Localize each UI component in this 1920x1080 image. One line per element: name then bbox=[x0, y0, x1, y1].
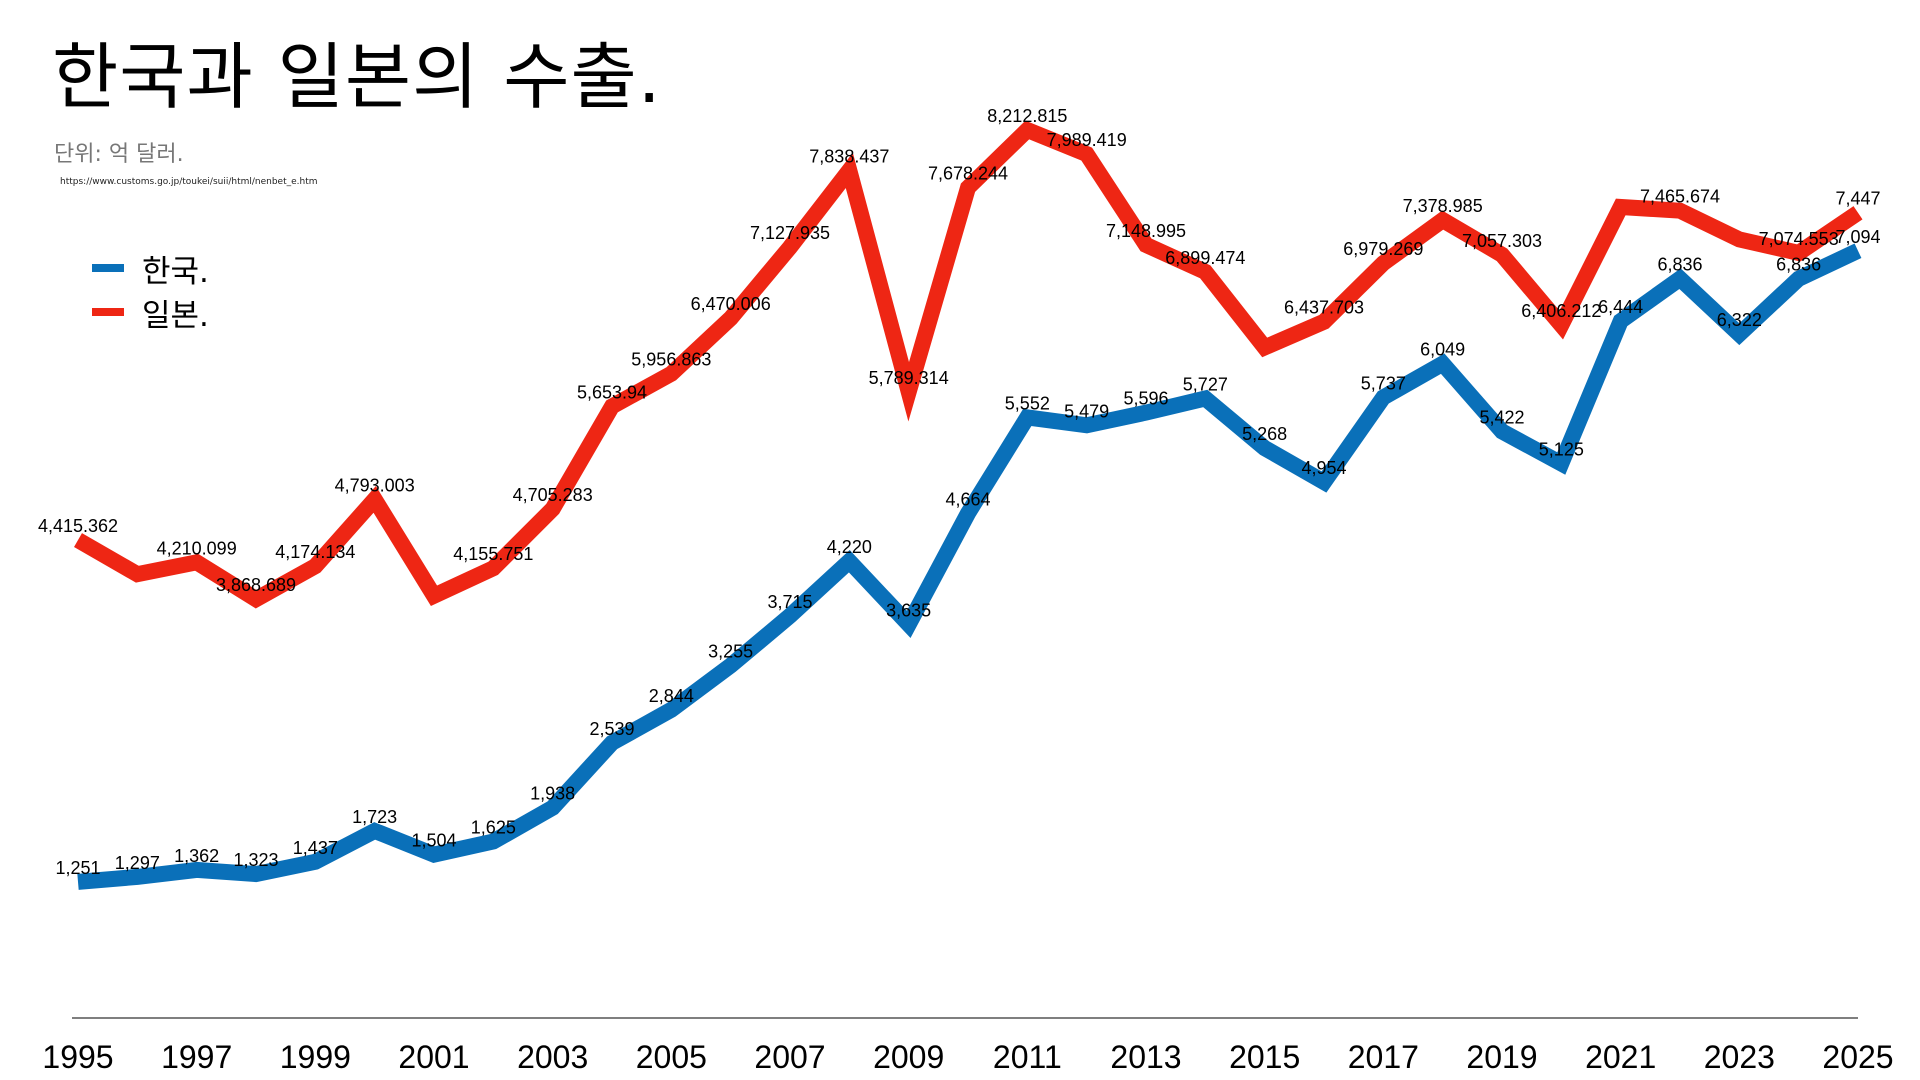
legend-swatch-japan bbox=[92, 308, 124, 316]
data-label-korea-2021: 6,444 bbox=[1598, 297, 1643, 317]
data-label-japan-2006: 6,470.006 bbox=[691, 294, 771, 314]
data-label-korea-2007: 3,715 bbox=[767, 592, 812, 612]
data-label-korea-2010: 4,664 bbox=[945, 489, 990, 509]
data-label-korea-1998: 1,323 bbox=[233, 850, 278, 870]
x-tick-label-2003: 2003 bbox=[517, 1039, 588, 1075]
x-tick-label-1997: 1997 bbox=[161, 1039, 232, 1075]
x-tick-label-2001: 2001 bbox=[398, 1039, 469, 1075]
data-label-japan-2009: 5,789.314 bbox=[869, 368, 949, 388]
data-label-korea-2004: 2,539 bbox=[589, 719, 634, 739]
x-tick-label-2023: 2023 bbox=[1704, 1039, 1775, 1075]
legend: 한국. 일본. bbox=[92, 246, 209, 334]
data-label-japan-2011: 8,212.815 bbox=[987, 106, 1067, 126]
legend-item-korea: 한국. bbox=[92, 246, 209, 290]
data-label-korea-2025: 7,094 bbox=[1835, 227, 1880, 247]
data-label-korea-2012: 5,479 bbox=[1064, 401, 1109, 421]
data-label-korea-2016: 4,954 bbox=[1301, 458, 1346, 478]
x-tick-label-1999: 1999 bbox=[280, 1039, 351, 1075]
data-label-korea-1999: 1,437 bbox=[293, 838, 338, 858]
data-label-korea-2014: 5,727 bbox=[1183, 374, 1228, 394]
data-label-korea-2022: 6,836 bbox=[1657, 255, 1702, 275]
x-tick-label-2015: 2015 bbox=[1229, 1039, 1300, 1075]
x-tick-label-1995: 1995 bbox=[42, 1039, 113, 1075]
data-label-japan-2019: 7,057.303 bbox=[1462, 231, 1542, 251]
data-label-japan-2013: 7,148.995 bbox=[1106, 221, 1186, 241]
x-tick-label-2021: 2021 bbox=[1585, 1039, 1656, 1075]
data-label-korea-2005: 2,844 bbox=[649, 686, 694, 706]
x-tick-label-2025: 2025 bbox=[1822, 1039, 1893, 1075]
data-label-japan-2002: 4,155.751 bbox=[453, 544, 533, 564]
legend-item-japan: 일본. bbox=[92, 290, 209, 334]
legend-swatch-korea bbox=[92, 264, 124, 272]
legend-label-japan: 일본. bbox=[142, 297, 209, 334]
data-label-japan-1995: 4,415.362 bbox=[38, 516, 118, 536]
data-label-japan-1999: 4,174.134 bbox=[275, 542, 355, 562]
data-label-korea-1996: 1,297 bbox=[115, 853, 160, 873]
data-label-japan-1998: 3,868.689 bbox=[216, 575, 296, 595]
data-label-japan-2016: 6,437.703 bbox=[1284, 298, 1364, 318]
data-label-japan-2008: 7,838.437 bbox=[809, 146, 889, 166]
data-label-japan-2005: 5,956.863 bbox=[631, 350, 711, 370]
data-label-japan-2007: 7,127.935 bbox=[750, 223, 830, 243]
data-label-japan-2012: 7,989.419 bbox=[1047, 130, 1127, 150]
source-url: https://www.customs.go.jp/toukei/suii/ht… bbox=[60, 177, 318, 187]
data-label-japan-1997: 4,210.099 bbox=[157, 538, 237, 558]
series-line-japan bbox=[74, 120, 1863, 609]
data-label-korea-2008: 4,220 bbox=[827, 537, 872, 557]
data-label-korea-2018: 6,049 bbox=[1420, 340, 1465, 360]
legend-label-korea: 한국. bbox=[142, 253, 209, 290]
data-label-korea-1997: 1,362 bbox=[174, 846, 219, 866]
data-label-japan-2017: 6,979.269 bbox=[1343, 239, 1423, 259]
data-label-korea-2009: 3,635 bbox=[886, 600, 931, 620]
data-label-korea-2006: 3,255 bbox=[708, 641, 753, 661]
data-label-japan-2004: 5,653.94 bbox=[577, 382, 647, 402]
data-label-korea-2000: 1,723 bbox=[352, 807, 397, 827]
data-label-korea-2024: 6,836 bbox=[1776, 255, 1821, 275]
data-label-japan-2014: 6,899.474 bbox=[1165, 248, 1245, 268]
data-label-korea-2001: 1,504 bbox=[411, 831, 456, 851]
data-label-korea-1995: 1,251 bbox=[55, 858, 100, 878]
data-label-korea-2023: 6,322 bbox=[1717, 310, 1762, 330]
data-label-japan-2025: 7,447 bbox=[1835, 189, 1880, 209]
x-tick-label-2009: 2009 bbox=[873, 1039, 944, 1075]
x-tick-label-2011: 2011 bbox=[993, 1039, 1062, 1075]
x-tick-label-2013: 2013 bbox=[1110, 1039, 1181, 1075]
data-label-korea-2019: 5,422 bbox=[1479, 407, 1524, 427]
data-label-korea-2002: 1,625 bbox=[471, 818, 516, 838]
x-tick-label-2007: 2007 bbox=[754, 1039, 825, 1075]
data-label-japan-2018: 7,378.985 bbox=[1403, 196, 1483, 216]
data-label-japan-2020: 6,406.212 bbox=[1521, 301, 1601, 321]
data-label-korea-2011: 5,552 bbox=[1005, 393, 1050, 413]
unit-label: 단위: 억 달러. bbox=[54, 142, 184, 167]
data-label-japan-2010: 7,678.244 bbox=[928, 164, 1008, 184]
data-label-japan-2000: 4,793.003 bbox=[335, 475, 415, 495]
data-label-korea-2013: 5,596 bbox=[1123, 389, 1168, 409]
data-label-korea-2015: 5,268 bbox=[1242, 424, 1287, 444]
data-label-japan-2022: 7,465.674 bbox=[1640, 187, 1720, 207]
series-line-korea bbox=[77, 243, 1862, 890]
x-tick-label-2017: 2017 bbox=[1348, 1039, 1419, 1075]
data-label-korea-2017: 5,737 bbox=[1361, 373, 1406, 393]
chart-title: 한국과 일본의 수출. bbox=[52, 35, 662, 119]
data-label-korea-2020: 5,125 bbox=[1539, 440, 1584, 460]
x-tick-label-2005: 2005 bbox=[636, 1039, 707, 1075]
data-label-japan-2003: 4,705.283 bbox=[513, 485, 593, 505]
x-tick-label-2019: 2019 bbox=[1466, 1039, 1537, 1075]
data-label-japan-2024: 7,074.553 bbox=[1759, 229, 1839, 249]
data-label-korea-2003: 1,938 bbox=[530, 784, 575, 804]
